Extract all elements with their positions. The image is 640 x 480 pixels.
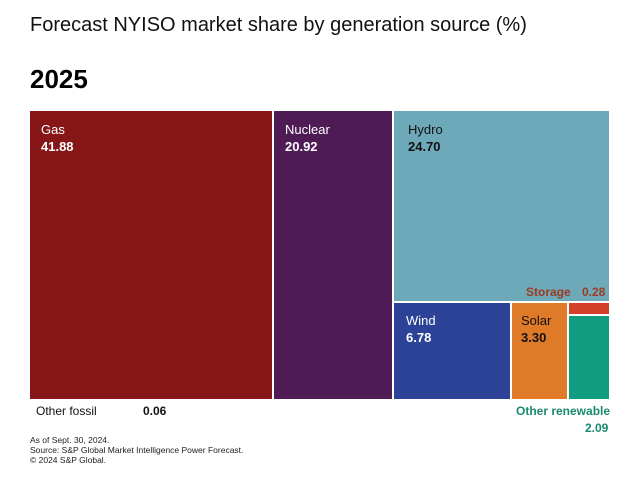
label-gas: Gas xyxy=(41,122,65,137)
note-date: As of Sept. 30, 2024. xyxy=(30,435,110,445)
value-hydro: 24.70 xyxy=(408,139,441,154)
note-copyright: © 2024 S&P Global. xyxy=(30,455,107,465)
label-wind: Wind xyxy=(406,313,436,328)
value-other-fossil: 0.06 xyxy=(143,404,167,418)
note-source: Source: S&P Global Market Intelligence P… xyxy=(30,445,244,455)
label-other-fossil: Other fossil xyxy=(36,404,97,418)
value-other-renewable: 2.09 xyxy=(585,421,609,435)
label-solar: Solar xyxy=(521,313,552,328)
chart-title: Forecast NYISO market share by generatio… xyxy=(30,14,527,36)
chart-subtitle-year: 2025 xyxy=(30,64,88,94)
label-nuclear: Nuclear xyxy=(285,122,330,137)
tile-hydro xyxy=(394,111,609,301)
label-storage: Storage xyxy=(526,285,571,299)
tile-nuclear xyxy=(274,111,392,399)
value-solar: 3.30 xyxy=(521,330,547,345)
value-wind: 6.78 xyxy=(406,330,432,345)
value-nuclear: 20.92 xyxy=(285,139,318,154)
tile-other-renewable xyxy=(569,316,609,399)
value-gas: 41.88 xyxy=(41,139,74,154)
tile-gas xyxy=(30,111,272,399)
label-hydro: Hydro xyxy=(408,122,443,137)
tile-solar xyxy=(512,303,567,399)
label-other-renewable: Other renewable xyxy=(516,404,611,418)
tile-wind xyxy=(394,303,510,399)
source-notes: As of Sept. 30, 2024. Source: S&P Global… xyxy=(30,435,243,465)
tile-storage xyxy=(569,303,609,314)
value-storage: 0.28 xyxy=(582,285,606,299)
